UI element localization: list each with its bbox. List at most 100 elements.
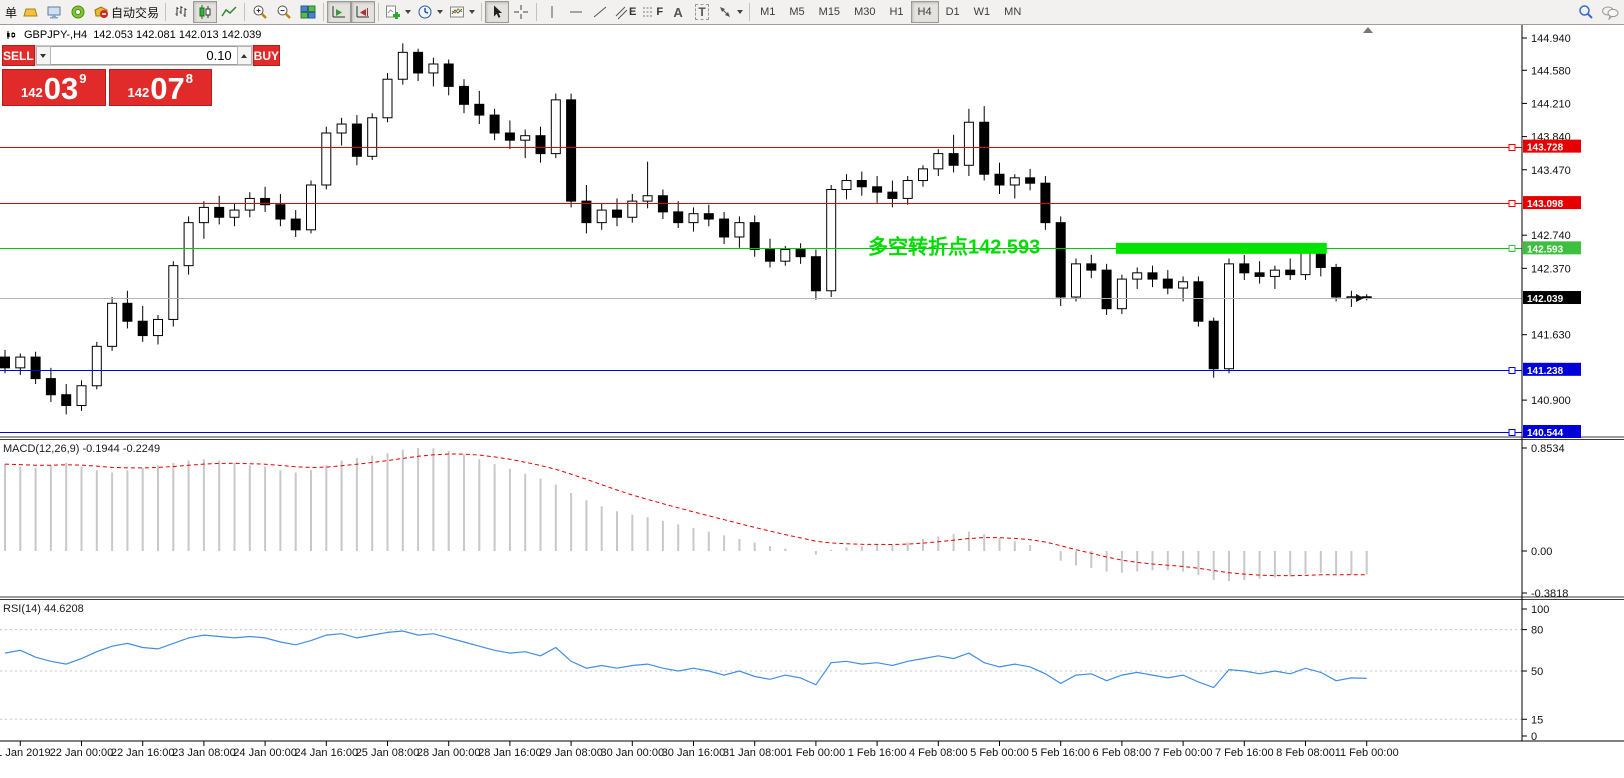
cursor-button[interactable] xyxy=(485,1,510,23)
indicators-button[interactable] xyxy=(382,1,414,23)
candle-body xyxy=(765,249,775,262)
text-tool-button[interactable]: A xyxy=(666,1,690,23)
vertical-line-button[interactable] xyxy=(540,1,564,23)
buy-price-panel[interactable]: 142 07 8 xyxy=(108,69,212,106)
autotrading-button[interactable]: 自动交易 xyxy=(90,1,162,23)
sell-price-panel[interactable]: 142 03 9 xyxy=(2,69,106,106)
arrows-icon xyxy=(720,7,731,17)
level-handle[interactable] xyxy=(1508,367,1516,374)
time-axis-label: 11 Feb 00:00 xyxy=(1335,747,1399,759)
auto-scroll-button[interactable] xyxy=(327,1,352,23)
metaeditor-button[interactable] xyxy=(42,1,66,23)
auto-scroll-icon xyxy=(332,6,346,18)
level-handle[interactable] xyxy=(1508,200,1516,207)
fibonacci-button[interactable]: F xyxy=(639,1,666,23)
line-chart-button[interactable] xyxy=(217,1,241,23)
candlestick-chart-button[interactable] xyxy=(193,1,218,23)
candle-body xyxy=(275,204,286,220)
candle-body xyxy=(1269,269,1280,277)
candle-body xyxy=(168,265,179,320)
buy-button[interactable]: BUY xyxy=(252,45,281,66)
candle-body xyxy=(1224,263,1234,370)
time-axis-label: 21 Jan 2019 xyxy=(0,747,51,759)
candle-body xyxy=(1162,278,1173,289)
chart-shift-icon xyxy=(356,6,370,18)
candlestick-chart-icon xyxy=(199,5,211,19)
candle-body xyxy=(581,200,592,224)
candle-body xyxy=(229,209,240,218)
timeframe-m15[interactable]: M15 xyxy=(812,1,847,23)
separator xyxy=(378,3,380,21)
horizontal-line-icon xyxy=(570,11,583,13)
candle-body xyxy=(1254,272,1265,277)
volume-decrease-button[interactable] xyxy=(35,46,51,65)
volume-increase-button[interactable] xyxy=(236,46,252,65)
time-axis-label: 28 Jan 16:00 xyxy=(478,747,542,759)
candle-body xyxy=(872,186,883,193)
signal-icon xyxy=(71,5,85,19)
candle-body xyxy=(61,394,72,406)
chart-shift-button[interactable] xyxy=(351,1,376,23)
timeframe-d1[interactable]: D1 xyxy=(939,1,967,23)
time-axis-label: 7 Feb 16:00 xyxy=(1215,747,1274,759)
timeframe-h1[interactable]: H1 xyxy=(882,1,910,23)
spinner-up-icon xyxy=(241,53,248,58)
time-axis-label: 25 Jan 08:00 xyxy=(356,747,420,759)
candle-body xyxy=(367,117,378,157)
level-handle[interactable] xyxy=(1508,144,1516,151)
periods-button[interactable] xyxy=(414,1,446,23)
timeframe-mn[interactable]: MN xyxy=(997,1,1028,23)
vertical-line-icon xyxy=(551,6,553,18)
bar-chart-button[interactable] xyxy=(169,1,193,23)
candle-body xyxy=(321,132,332,186)
timeframe-m5[interactable]: M5 xyxy=(782,1,811,23)
dropdown-caret xyxy=(437,10,444,14)
trendline-icon xyxy=(593,6,607,18)
timeframe-m1[interactable]: M1 xyxy=(753,1,782,23)
candle-body xyxy=(351,123,362,157)
crosshair-button[interactable] xyxy=(509,1,533,23)
chart-svg[interactable]: 多空转折点142.593 MACD(12,26,9) -0.1944 -0.224… xyxy=(0,25,1624,773)
volume-control xyxy=(34,45,253,66)
arrows-button[interactable] xyxy=(714,1,746,23)
macd-signal-line xyxy=(4,453,1367,577)
text-label-icon: T xyxy=(695,4,709,20)
price-badge-label: 143.098 xyxy=(1527,199,1564,210)
channel-glyph: E xyxy=(629,6,637,18)
volume-input[interactable] xyxy=(50,46,237,65)
candle-body xyxy=(627,200,638,218)
search-button[interactable] xyxy=(1574,1,1598,23)
channel-button[interactable]: E xyxy=(612,1,639,23)
timeframe-w1[interactable]: W1 xyxy=(967,1,998,23)
chart-area[interactable]: 多空转折点142.593 MACD(12,26,9) -0.1944 -0.224… xyxy=(0,25,1624,773)
macd-label: MACD(12,26,9) -0.1944 -0.2249 xyxy=(3,443,160,455)
candle-body xyxy=(566,99,577,202)
horizontal-line-button[interactable] xyxy=(564,1,588,23)
zoom-out-icon xyxy=(277,5,291,19)
sell-button[interactable]: SELL xyxy=(2,45,35,66)
chat-button[interactable] xyxy=(1598,1,1622,23)
level-handle[interactable] xyxy=(1508,245,1516,252)
highlight-bar[interactable] xyxy=(1115,242,1327,254)
timeframe-h4[interactable]: H4 xyxy=(910,1,939,23)
candle-body xyxy=(153,318,163,337)
tile-windows-button[interactable] xyxy=(296,1,320,23)
signals-button[interactable] xyxy=(66,1,90,23)
monitor-icon xyxy=(47,6,61,19)
text-label-button[interactable]: T xyxy=(690,1,714,23)
level-handle[interactable] xyxy=(1508,429,1516,436)
candle-body xyxy=(1315,251,1326,268)
new-order-button[interactable]: 单 xyxy=(2,1,18,23)
candle-body xyxy=(382,78,393,119)
trendline-button[interactable] xyxy=(588,1,612,23)
zoom-out-button[interactable] xyxy=(272,1,296,23)
chart-shift-marker[interactable] xyxy=(1363,27,1373,33)
templates-button[interactable] xyxy=(446,1,478,23)
candle-body xyxy=(1193,281,1204,322)
market-watch-button[interactable] xyxy=(18,1,42,23)
timeframe-m30[interactable]: M30 xyxy=(847,1,882,23)
time-axis-label: 4 Feb 08:00 xyxy=(909,747,968,759)
separator xyxy=(244,3,246,21)
zoom-in-button[interactable] xyxy=(248,1,272,23)
one-click-trade-panel: SELL BUY 142 03 9 142 07 8 xyxy=(2,45,281,106)
